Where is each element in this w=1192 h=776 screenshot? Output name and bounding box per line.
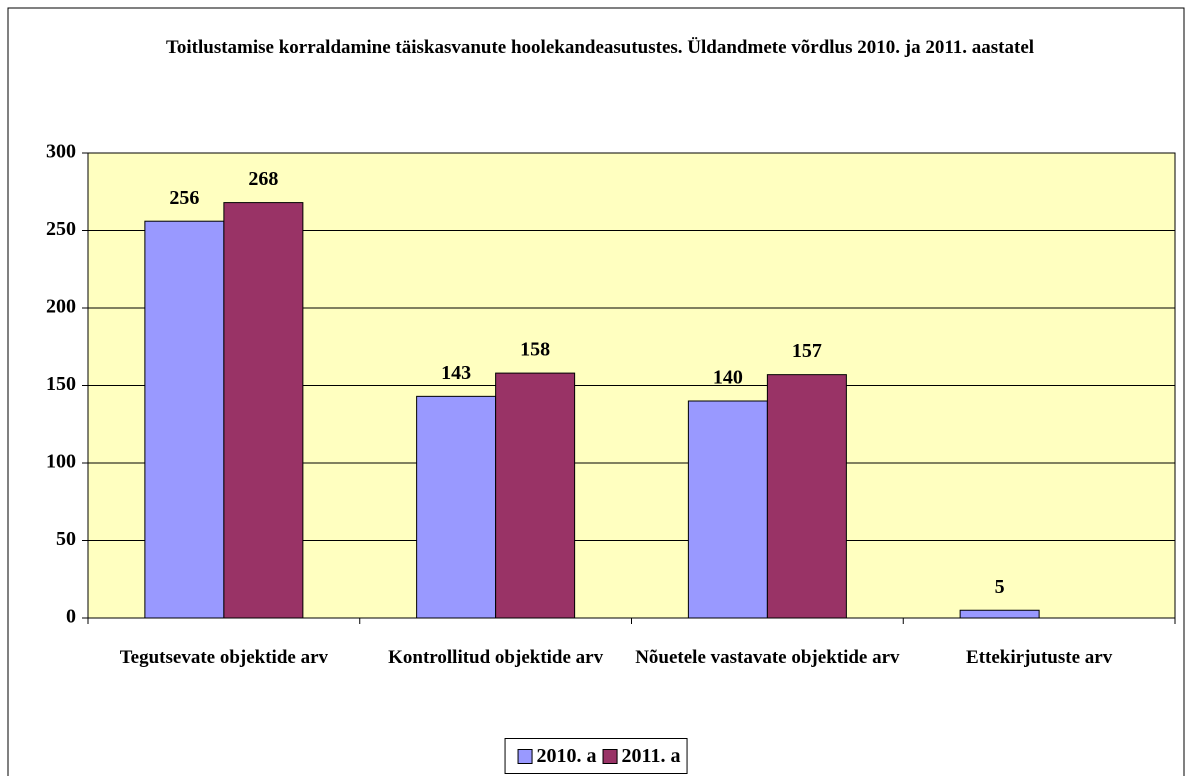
y-tick-label: 50: [56, 528, 76, 550]
legend-label: 2011. a: [621, 744, 681, 767]
y-tick-label: 150: [46, 373, 76, 395]
y-tick-label: 300: [46, 141, 76, 163]
bar: [495, 372, 576, 619]
x-tick-label: Nõuetele vastavate objektide arv: [635, 647, 900, 668]
x-tick-label: Ettekirjutuste arv: [966, 647, 1113, 668]
y-tick-label: 100: [46, 451, 76, 473]
bar: [766, 374, 847, 619]
x-tick-label: Kontrollitud objektide arv: [388, 647, 604, 668]
legend-label: 2010. a: [536, 744, 597, 767]
chart-title: Toitlustamise korraldamine täiskasvanute…: [165, 37, 1035, 58]
value-label: 5: [995, 576, 1005, 598]
bar: [223, 202, 304, 619]
y-tick-label: 200: [46, 296, 76, 318]
value-label: 157: [792, 340, 822, 362]
value-label: 268: [248, 168, 278, 190]
x-tick-label: Tegutsevate objektide arv: [119, 647, 329, 668]
value-label: 143: [441, 362, 471, 384]
value-label: 256: [169, 187, 199, 209]
y-tick-label: 0: [66, 606, 76, 628]
value-label: 140: [713, 367, 743, 389]
bar: [959, 609, 1040, 619]
legend-swatch: [517, 748, 533, 764]
bar: [687, 400, 768, 619]
bar: [416, 395, 497, 619]
legend-swatch: [602, 748, 618, 764]
bar: [144, 220, 225, 619]
y-tick-label: 250: [46, 218, 76, 240]
value-label: 158: [520, 339, 550, 361]
legend: 2010. a 2011. a: [504, 738, 688, 774]
